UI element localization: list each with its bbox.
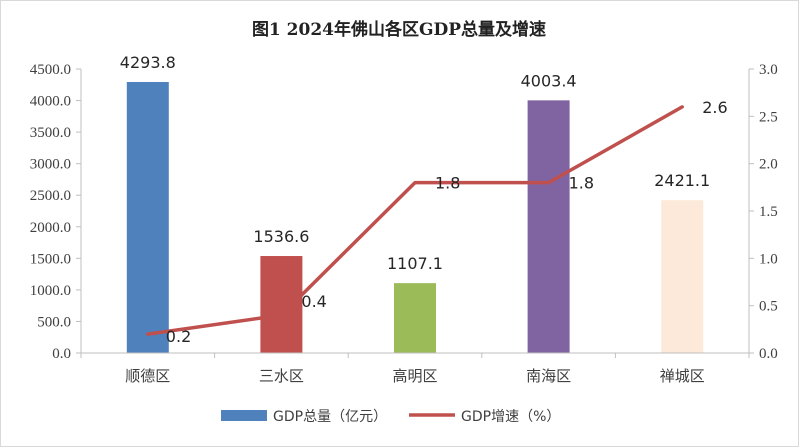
category-label: 禅城区 bbox=[660, 367, 705, 385]
bar-value-label: 1536.6 bbox=[253, 227, 309, 246]
category-label: 高明区 bbox=[392, 367, 437, 385]
bar-value-label: 1107.1 bbox=[387, 254, 443, 273]
line-value-label: 2.6 bbox=[702, 98, 727, 117]
left-tick-label: 500.0 bbox=[37, 314, 71, 330]
bar bbox=[126, 82, 169, 353]
line-series: 0.2 0.4 1.8 1.8 2.6 bbox=[146, 98, 728, 346]
left-tick-label: 4000.0 bbox=[30, 94, 71, 110]
left-tick-label: 2500.0 bbox=[30, 188, 71, 204]
bar bbox=[661, 200, 704, 353]
bar bbox=[527, 100, 570, 354]
right-tick-label: 3.0 bbox=[759, 62, 778, 78]
bar bbox=[394, 283, 436, 353]
right-tick-label: 1.5 bbox=[759, 204, 778, 220]
legend-bar-swatch bbox=[221, 410, 267, 421]
right-tick-label: 0.5 bbox=[759, 299, 778, 315]
right-tick-label: 2.5 bbox=[759, 109, 778, 125]
left-tick-label: 3000.0 bbox=[30, 157, 71, 173]
bar-value-label: 2421.1 bbox=[654, 171, 710, 190]
category-label: 南海区 bbox=[526, 367, 571, 385]
growth-line bbox=[146, 105, 684, 336]
left-tick-label: 1500.0 bbox=[30, 251, 71, 267]
x-axis: 顺德区 三水区 高明区 南海区 禅城区 bbox=[80, 352, 750, 385]
bar-series: 4293.8 1536.6 1107.1 4003.4 2421.1 bbox=[120, 53, 710, 354]
left-tick-label: 2000.0 bbox=[30, 220, 71, 236]
left-tick-label: 4500.0 bbox=[30, 62, 71, 78]
category-label: 顺德区 bbox=[125, 367, 170, 385]
bar-value-label: 4293.8 bbox=[120, 53, 176, 72]
bar-value-label: 4003.4 bbox=[521, 71, 577, 90]
legend-line-label: GDP增速（%） bbox=[461, 409, 560, 425]
bar bbox=[260, 256, 303, 353]
left-tick-label: 0.0 bbox=[52, 346, 71, 362]
line-value-label: 0.2 bbox=[166, 327, 191, 346]
left-tick-label: 3500.0 bbox=[30, 125, 71, 141]
line-value-label: 1.8 bbox=[435, 174, 460, 193]
legend-bar-label: GDP总量（亿元） bbox=[273, 409, 387, 425]
right-y-axis: 0.0 0.5 1.0 1.5 2.0 2.5 3.0 bbox=[748, 62, 778, 362]
category-label: 三水区 bbox=[259, 367, 304, 385]
line-value-label: 1.8 bbox=[569, 174, 594, 193]
chart-title: 图1 2024年佛山各区GDP总量及增速 bbox=[252, 19, 546, 40]
legend: GDP总量（亿元） GDP增速（%） bbox=[221, 409, 560, 425]
right-tick-label: 0.0 bbox=[759, 346, 778, 362]
line-value-label: 0.4 bbox=[301, 292, 326, 311]
right-tick-label: 2.0 bbox=[759, 157, 778, 173]
left-tick-label: 1000.0 bbox=[30, 283, 71, 299]
left-y-axis: 0.0 500.0 1000.0 1500.0 2000.0 2500.0 3000.0 35… bbox=[30, 62, 82, 362]
right-tick-label: 1.0 bbox=[759, 251, 778, 267]
